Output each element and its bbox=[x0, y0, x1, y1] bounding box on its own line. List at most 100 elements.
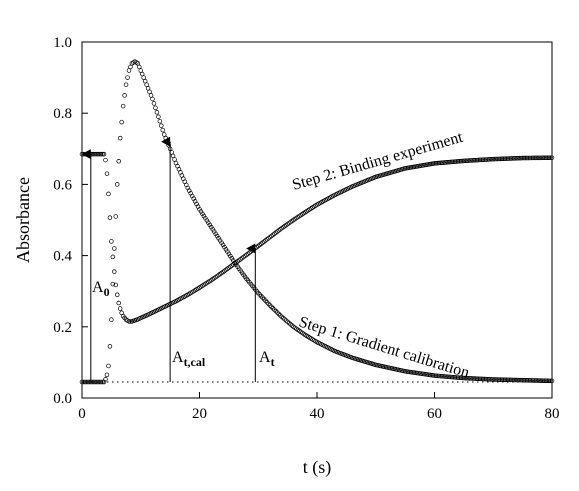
data-point bbox=[110, 254, 116, 260]
data-point bbox=[117, 306, 123, 311]
data-point bbox=[107, 344, 113, 349]
data-point bbox=[468, 376, 474, 381]
data-point bbox=[160, 127, 166, 133]
data-point bbox=[505, 377, 511, 383]
data-point bbox=[117, 135, 123, 141]
data-point bbox=[545, 155, 550, 161]
data-point bbox=[480, 376, 486, 382]
data-point bbox=[100, 151, 105, 157]
data-point bbox=[498, 156, 503, 162]
data-point bbox=[435, 160, 440, 166]
data-point bbox=[97, 379, 102, 385]
data-point bbox=[499, 156, 505, 162]
data-point bbox=[209, 224, 214, 230]
data-point bbox=[464, 158, 470, 163]
data-point bbox=[476, 157, 481, 163]
data-point bbox=[515, 377, 521, 383]
data-point bbox=[537, 378, 543, 383]
data-point bbox=[438, 160, 443, 166]
data-point bbox=[480, 157, 486, 163]
data-point bbox=[454, 159, 459, 164]
data-point bbox=[433, 373, 439, 378]
data-point bbox=[507, 377, 512, 383]
y-tick-label: 0.6 bbox=[53, 177, 72, 193]
data-point bbox=[84, 379, 89, 385]
axis-ticks bbox=[81, 41, 553, 399]
data-point bbox=[157, 118, 163, 124]
data-point bbox=[125, 75, 130, 80]
data-point bbox=[217, 238, 223, 243]
data-point bbox=[110, 281, 116, 287]
data-point bbox=[458, 158, 464, 164]
data-point bbox=[432, 373, 437, 378]
data-point bbox=[523, 378, 528, 383]
data-point bbox=[479, 376, 484, 382]
data-point bbox=[520, 155, 525, 161]
data-point bbox=[95, 151, 101, 157]
data-point bbox=[436, 373, 442, 379]
data-point bbox=[474, 376, 480, 381]
data-point bbox=[104, 372, 110, 378]
data-point bbox=[508, 156, 514, 161]
plot-frame bbox=[81, 41, 553, 399]
series-gradient bbox=[79, 59, 555, 385]
data-point bbox=[103, 157, 108, 163]
label-atcal: At,cal bbox=[172, 349, 206, 369]
data-point bbox=[514, 377, 519, 383]
data-point bbox=[466, 376, 471, 381]
data-point bbox=[536, 378, 542, 383]
data-point bbox=[511, 377, 517, 383]
data-point bbox=[542, 378, 547, 383]
data-point bbox=[535, 155, 540, 161]
data-point bbox=[211, 229, 217, 234]
data-point bbox=[229, 256, 235, 261]
data-point bbox=[269, 304, 274, 310]
data-point bbox=[278, 313, 283, 318]
data-point bbox=[128, 319, 133, 324]
data-point bbox=[203, 215, 208, 221]
data-point bbox=[470, 376, 475, 381]
data-point bbox=[529, 378, 534, 383]
data-point bbox=[438, 373, 443, 379]
data-point bbox=[463, 158, 468, 164]
data-point bbox=[213, 231, 218, 237]
data-point bbox=[98, 379, 104, 385]
data-point bbox=[471, 376, 477, 381]
data-point bbox=[515, 155, 521, 161]
data-point bbox=[436, 160, 442, 166]
data-point bbox=[79, 379, 85, 385]
data-point bbox=[485, 157, 490, 162]
data-point bbox=[439, 373, 445, 379]
label-atcal-main: A bbox=[172, 349, 184, 366]
data-point bbox=[548, 155, 553, 160]
y-tick-labels: 0.0 0.2 0.4 0.6 0.8 1.0 bbox=[53, 35, 72, 407]
data-point bbox=[119, 119, 124, 125]
data-point bbox=[94, 151, 99, 157]
data-point bbox=[207, 222, 213, 228]
data-point bbox=[524, 155, 530, 161]
data-point bbox=[486, 157, 492, 162]
data-point bbox=[113, 214, 119, 219]
data-point bbox=[270, 306, 276, 311]
data-point bbox=[533, 378, 539, 383]
data-point bbox=[477, 376, 483, 382]
data-point bbox=[510, 377, 515, 383]
data-point bbox=[501, 156, 506, 162]
data-point bbox=[112, 246, 117, 251]
data-point bbox=[510, 156, 515, 161]
data-point bbox=[467, 158, 473, 163]
data-point bbox=[451, 374, 456, 380]
data-point bbox=[82, 379, 88, 385]
data-point bbox=[461, 375, 467, 381]
data-point bbox=[545, 378, 550, 384]
data-point bbox=[109, 239, 114, 244]
data-point bbox=[433, 161, 439, 166]
data-point bbox=[532, 378, 537, 383]
data-point bbox=[448, 159, 453, 165]
data-point bbox=[109, 317, 114, 322]
data-point bbox=[521, 377, 527, 383]
data-point bbox=[479, 157, 484, 163]
data-point bbox=[95, 379, 101, 385]
data-point bbox=[527, 155, 533, 161]
data-point bbox=[107, 215, 113, 220]
